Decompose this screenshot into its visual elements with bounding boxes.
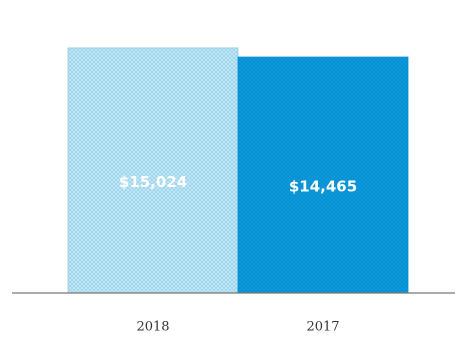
bar-2018 bbox=[67, 47, 239, 294]
bars-group bbox=[67, 47, 409, 294]
x-tick-labels-group: 2018 2017 bbox=[136, 320, 339, 335]
data-label-2017: $14,465 bbox=[289, 177, 357, 195]
data-label-2018: $15,024 bbox=[119, 173, 187, 191]
data-labels-group: $15,024 $14,465 bbox=[119, 173, 357, 195]
x-tick-label-2017: 2017 bbox=[306, 320, 339, 335]
bar-2017 bbox=[237, 56, 409, 294]
x-tick-label-2018: 2018 bbox=[136, 320, 169, 335]
